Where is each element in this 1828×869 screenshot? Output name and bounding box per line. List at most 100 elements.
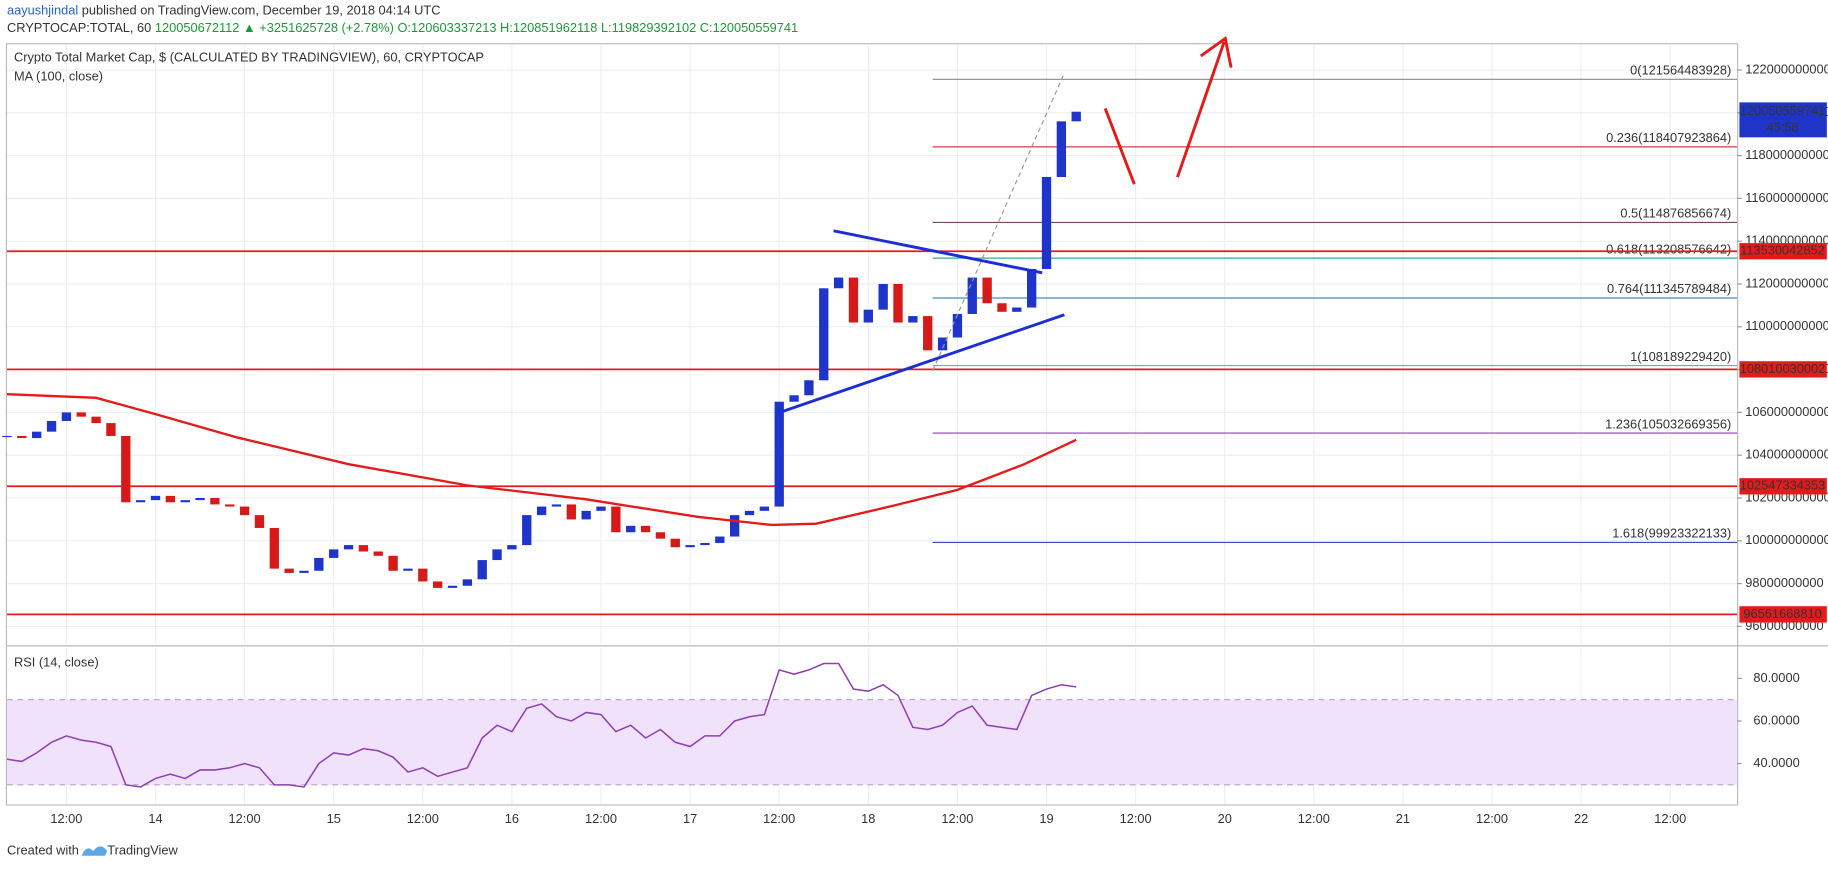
level-tag (1739, 478, 1827, 495)
y-tick-label: 118000000000 (1745, 147, 1828, 162)
candle-body (744, 510, 755, 516)
ma-label: MA (100, close) (14, 68, 103, 83)
y-tick-label: 80.0000 (1753, 670, 1799, 685)
x-tick-label: 12:00 (1298, 811, 1330, 826)
level-tag (1739, 606, 1827, 623)
candle-body (150, 495, 161, 501)
candle-body (477, 560, 487, 580)
x-tick-label: 12:00 (229, 811, 261, 826)
candle-body (239, 506, 250, 516)
candle-body (774, 401, 784, 507)
y-tick-label: 40.0000 (1753, 755, 1799, 770)
fib-label: 0.5(114876856674) (1620, 206, 1731, 221)
candle-body (432, 581, 443, 588)
candle-body (388, 555, 398, 571)
candle-body (195, 498, 205, 501)
candle-body (135, 500, 146, 503)
x-tick-label: 19 (1039, 811, 1053, 826)
candle-body (358, 545, 369, 552)
y-tick-label: 106000000000 (1745, 404, 1828, 419)
header-line2: CRYPTOCAP:TOTAL, 60 120050672112 ▲ +3251… (7, 21, 798, 36)
fib-label: 0.618(113208576642) (1606, 241, 1731, 256)
footer-created: Created with (7, 842, 79, 857)
x-tick-label: 12:00 (1120, 811, 1152, 826)
candle-body (269, 527, 279, 569)
x-tick-label: 14 (148, 811, 162, 826)
candle-body (522, 515, 532, 546)
candle-body (121, 435, 131, 503)
candle-body (314, 557, 324, 571)
candle-body (165, 495, 176, 503)
candle-body (952, 313, 963, 338)
candle-body (566, 504, 576, 520)
x-tick-label: 12:00 (585, 811, 617, 826)
fib-label: 0(121564483928) (1630, 63, 1731, 78)
footer-brand[interactable]: TradingView (107, 842, 178, 857)
candle-body (1056, 121, 1067, 177)
candle-body (893, 283, 903, 323)
candle-body (551, 504, 562, 507)
x-tick-label: 20 (1218, 811, 1232, 826)
candle-body (581, 510, 591, 520)
logo (81, 846, 108, 856)
x-tick-label: 12:00 (1476, 811, 1508, 826)
trendline (833, 229, 1043, 275)
y-tick-label: 60.0000 (1753, 712, 1799, 727)
candle-body (789, 395, 799, 402)
candle-body (908, 316, 918, 323)
ma-line (6, 393, 1077, 527)
candle-body (819, 288, 829, 381)
candle-body (1071, 111, 1081, 122)
candle-body (1041, 176, 1052, 270)
candle-body (640, 525, 651, 533)
candle-body (700, 542, 710, 546)
countdown: 45:58 (1766, 119, 1798, 134)
candle-body (848, 277, 859, 323)
x-tick-label: 12:00 (1654, 811, 1686, 826)
candle-body (225, 504, 235, 507)
candle-body (254, 515, 265, 528)
candle-body (611, 506, 621, 533)
candle-body (507, 545, 517, 550)
last-price-label: 120050559741 (1740, 103, 1826, 118)
author[interactable]: aayushjindal (7, 3, 78, 18)
arrow (1176, 41, 1226, 178)
open: O:120603337213 (397, 21, 496, 36)
candle-body (180, 500, 190, 503)
candle-body (804, 380, 814, 396)
candle-body (1027, 269, 1037, 308)
level-label: 113530042852 (1740, 243, 1825, 258)
candle-body (997, 303, 1007, 312)
x-tick-label: 16 (505, 811, 519, 826)
x-tick-label: 21 (1396, 811, 1410, 826)
candle-body (284, 568, 294, 573)
x-tick-label: 18 (861, 811, 875, 826)
annotations (778, 35, 1233, 415)
candle-body (1012, 307, 1022, 312)
candle-body (76, 412, 86, 417)
candle-body (91, 416, 101, 424)
y-tick-label: 98000000000 (1745, 575, 1823, 590)
candle-body (46, 420, 57, 432)
level-label: 96561668810 (1743, 606, 1821, 621)
fib-label: 1.236(105032669356) (1605, 416, 1731, 431)
candle-body (299, 570, 309, 573)
chart-title: Crypto Total Market Cap, $ (CALCULATED B… (14, 50, 484, 65)
candle-body (462, 579, 473, 586)
fib-label: 1.618(99923322133) (1612, 526, 1731, 541)
x-tick-label: 17 (683, 811, 697, 826)
level-tag (1739, 243, 1827, 260)
candle-body (492, 549, 502, 561)
candle-body (863, 309, 873, 323)
candle-body (61, 412, 72, 421)
y-tick-label: 122000000000 (1745, 61, 1828, 76)
candle-body (626, 525, 636, 533)
x-tick-label: 12:00 (763, 811, 795, 826)
level-label: 102547334353 (1740, 478, 1826, 493)
x-tick-label: 12:00 (50, 811, 82, 826)
x-tick-label: 12:00 (407, 811, 439, 826)
candle-body (833, 277, 844, 289)
last-price-tag (1739, 102, 1827, 138)
trendline (778, 313, 1065, 415)
plot: 12:00 14 12:00 15 12:00 16 12:00 17 12:00 18 12:00… (2, 44, 1828, 826)
